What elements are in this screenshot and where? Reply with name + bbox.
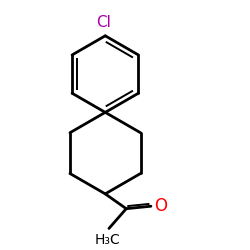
Text: Cl: Cl xyxy=(96,16,112,30)
Text: H₃C: H₃C xyxy=(95,233,120,247)
Text: O: O xyxy=(154,197,167,215)
